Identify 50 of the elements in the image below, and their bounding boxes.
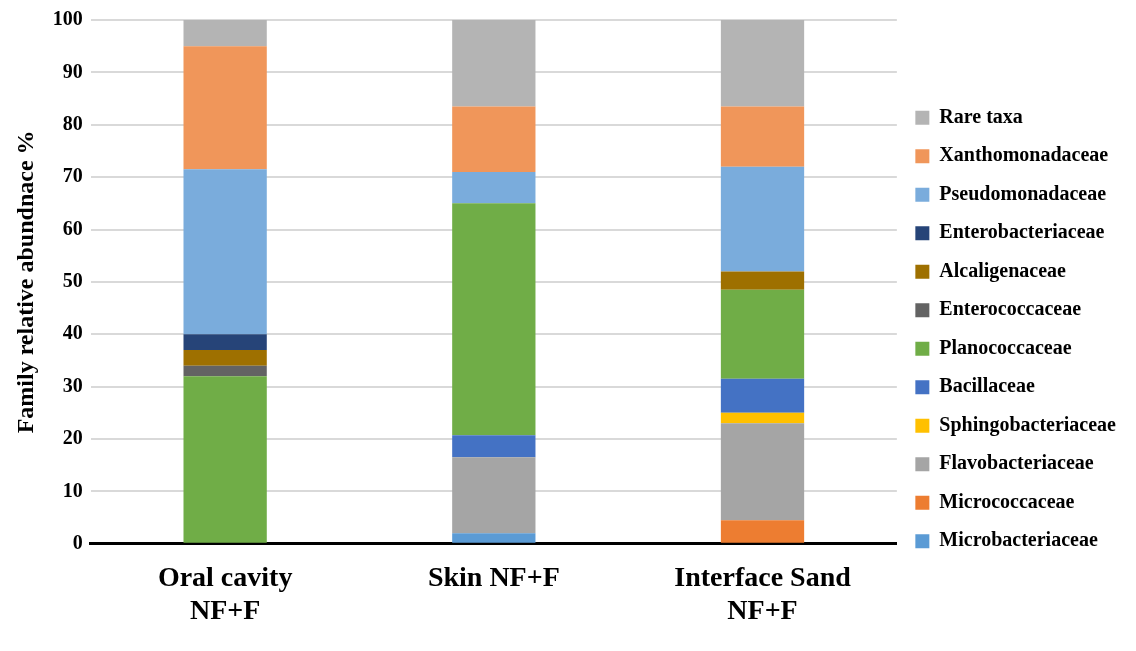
bar [452, 20, 536, 107]
legend-label: Xanthomonadaceae [939, 143, 1109, 166]
y-tick-label: 10 [62, 478, 83, 501]
bar [720, 20, 805, 107]
bar [720, 378, 805, 413]
x-tick-label: Oral cavity NF+F [157, 560, 293, 626]
y-axis-title: Family relative abundnace % [11, 130, 38, 434]
y-tick-label: 30 [62, 373, 83, 396]
bar [720, 271, 805, 290]
bar [183, 20, 267, 47]
x-tick-label: Skin NF+F [427, 560, 560, 592]
y-tick-label: 100 [52, 7, 83, 30]
legend-label: Pseudomonadaceae [939, 181, 1107, 204]
y-tick-label: 90 [62, 59, 83, 82]
bar [720, 289, 805, 379]
bar [183, 334, 267, 350]
bar [183, 365, 267, 377]
bar [720, 423, 805, 521]
bar [183, 349, 267, 366]
bar [452, 171, 536, 204]
x-tick-label: Interface Sand NF+F [674, 560, 852, 626]
legend-label: Sphingobacteriaceae [939, 412, 1117, 436]
bar [720, 520, 805, 543]
legend-label: Microbacteriaceae [939, 528, 1098, 551]
y-tick-label: 70 [62, 164, 83, 187]
legend-label: Enterobacteriaceae [939, 220, 1105, 243]
legend-label: Bacillaceae [939, 374, 1035, 397]
bar [720, 106, 805, 167]
y-tick-label: 20 [62, 426, 83, 449]
bar [183, 169, 267, 335]
bar [183, 46, 267, 170]
bar [452, 203, 536, 436]
legend-label: Enterococcaceae [939, 297, 1082, 320]
bar [720, 412, 805, 424]
legend-label: Micrococcaceae [939, 489, 1075, 512]
y-tick-label: 50 [62, 269, 83, 292]
bar [452, 533, 536, 543]
legend-label: Rare taxa [939, 104, 1023, 127]
bar [720, 166, 805, 272]
legend-label: Flavobacteriaceae [939, 451, 1094, 474]
legend-label: Alcaligenaceae [939, 258, 1067, 282]
bar [452, 457, 536, 534]
bar [452, 106, 536, 172]
y-tick-label: 0 [72, 530, 83, 553]
legend-label: Planococcaceae [939, 335, 1072, 358]
bar [452, 435, 536, 458]
bar [183, 376, 267, 543]
y-tick-label: 40 [62, 321, 83, 344]
y-tick-label: 80 [62, 111, 83, 134]
y-tick-label: 60 [62, 216, 83, 239]
